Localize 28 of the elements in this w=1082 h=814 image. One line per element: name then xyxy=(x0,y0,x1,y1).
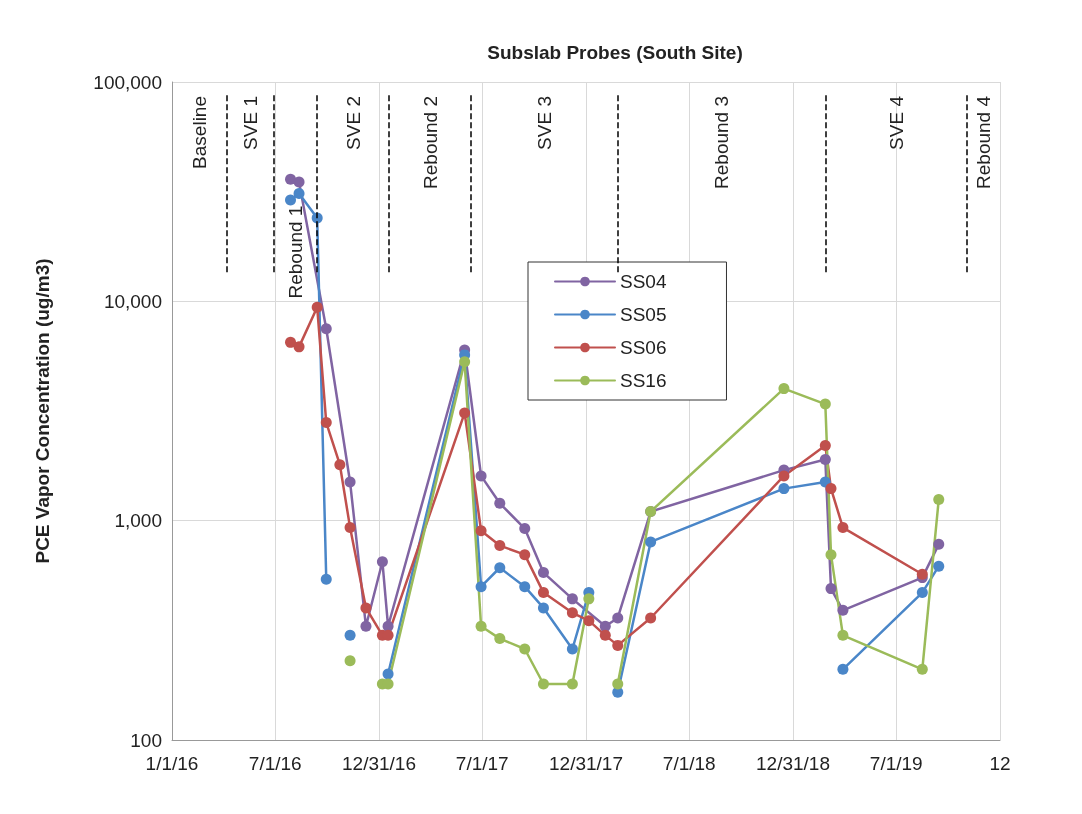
annotation: Rebound 2 xyxy=(419,96,441,189)
annotation: Rebound 4 xyxy=(973,95,995,189)
legend-label: SS16 xyxy=(620,370,667,391)
y-tick-label: 10,000 xyxy=(103,290,162,312)
annotation: Baseline xyxy=(189,96,211,169)
x-tick-label: 12 xyxy=(989,753,1011,774)
x-tick-label: 12/31/16 xyxy=(342,753,416,774)
chart-title: Subslab Probes (South Site) xyxy=(487,42,743,63)
x-tick-label: 7/1/19 xyxy=(869,753,923,774)
y-axis-title: PCE Vapor Concentration (ug/m3) xyxy=(32,258,53,564)
legend-label: SS04 xyxy=(620,271,667,292)
x-tick-label: 12/31/17 xyxy=(549,753,623,774)
y-tick-label: 1,000 xyxy=(114,510,162,532)
legend-label: SS06 xyxy=(620,337,667,358)
x-tick-label: 7/1/17 xyxy=(455,753,509,774)
legend-label: SS05 xyxy=(620,304,667,325)
annotation: SVE 2 xyxy=(342,96,364,150)
x-tick-label: 7/1/18 xyxy=(662,753,716,774)
annotation: Rebound 1 xyxy=(284,205,306,299)
annotation: SVE 4 xyxy=(885,95,907,150)
annotation: Rebound 3 xyxy=(711,96,733,189)
y-tick-label: 100,000 xyxy=(93,71,162,93)
x-tick-label: 1/1/16 xyxy=(145,753,199,774)
y-tick-label: 100 xyxy=(130,729,162,751)
x-tick-label: 7/1/16 xyxy=(248,753,302,774)
x-tick-label: 12/31/18 xyxy=(756,753,830,774)
annotation: SVE 3 xyxy=(533,96,555,150)
annotation: SVE 1 xyxy=(239,96,261,150)
